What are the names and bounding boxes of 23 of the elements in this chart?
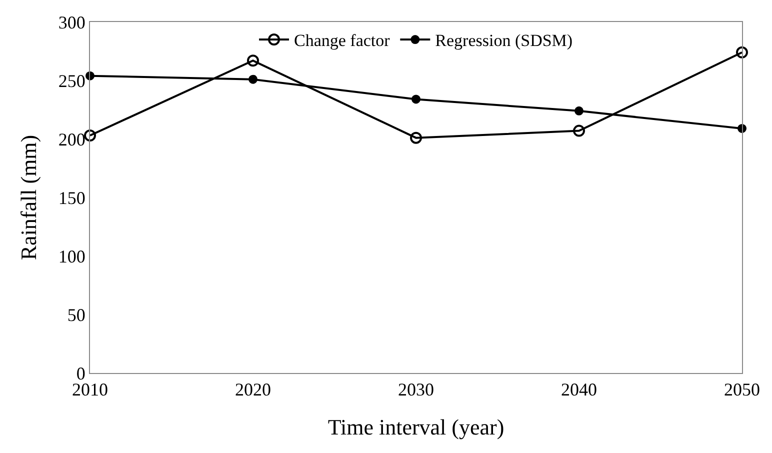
legend-label: Change factor: [294, 31, 390, 50]
x-tick-label: 2030: [398, 380, 434, 400]
point: [412, 94, 420, 104]
y-tick-label: 100: [58, 246, 86, 266]
y-tick-label: 300: [58, 12, 86, 32]
x-tick-label: 2020: [235, 380, 271, 400]
x-axis-title: Time interval (year): [328, 414, 504, 440]
point: [410, 132, 422, 144]
y-tick-label: 50: [67, 304, 86, 325]
y-tick-label: 150: [58, 188, 86, 208]
point: [574, 106, 584, 116]
point: [247, 54, 259, 67]
legend-label: Regression (SDSM): [435, 31, 573, 50]
y-axis-title: Rainfall (mm): [16, 134, 42, 260]
point: [736, 46, 748, 58]
x-tick-label: 2050: [724, 380, 760, 400]
y-tick-label: 250: [58, 70, 86, 91]
point: [738, 124, 746, 133]
y-tick-label: 200: [58, 129, 86, 150]
x-tick-label: 2040: [561, 380, 597, 400]
point: [248, 74, 258, 84]
point: [573, 124, 585, 137]
point: [84, 129, 96, 142]
